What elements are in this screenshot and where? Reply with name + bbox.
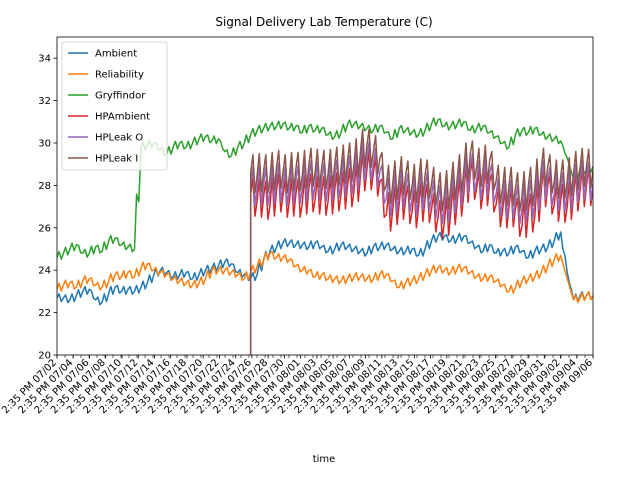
series-line-ambient <box>57 231 593 306</box>
legend-box <box>61 41 168 171</box>
legend-label: HPAmbient <box>95 112 150 123</box>
legend: Ambient Reliability Gryffindor HPAmbient HPL… <box>61 41 168 171</box>
y-tick-label: 34 <box>38 54 51 65</box>
legend-label: HPLeak O <box>95 133 143 144</box>
legend-label: Reliability <box>95 70 144 81</box>
y-tick-label: 28 <box>38 181 51 192</box>
legend-label: HPLeak I <box>95 154 138 165</box>
axes-frame <box>56 36 594 356</box>
y-tick-label: 20 <box>38 351 51 362</box>
legend-label: Ambient <box>95 49 137 60</box>
y-tick-label: 30 <box>38 139 51 150</box>
chart-title: Signal Delivery Lab Temperature (C) <box>215 15 432 29</box>
x-axis-label: time <box>313 454 336 465</box>
y-tick-label: 24 <box>38 266 51 277</box>
legend-label: Gryffindor <box>95 91 146 102</box>
y-tick-label: 22 <box>38 308 51 319</box>
y-tick-label: 32 <box>38 96 51 107</box>
series-line-reliability <box>57 250 593 304</box>
y-tick-label: 26 <box>38 223 51 234</box>
series-line-hpleak-i <box>249 128 593 355</box>
